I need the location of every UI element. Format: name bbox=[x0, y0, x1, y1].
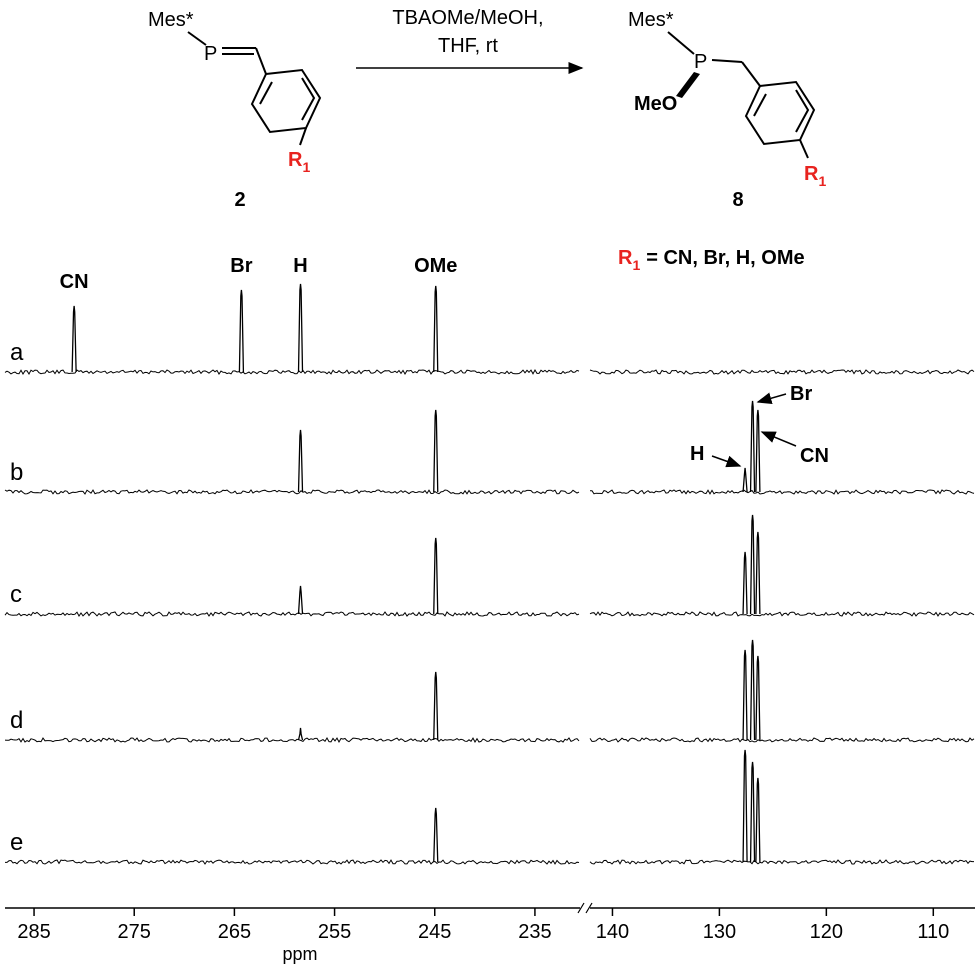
x-tick-label: 120 bbox=[810, 921, 843, 943]
substituent-subscript: 1 bbox=[302, 159, 310, 175]
peak bbox=[755, 409, 761, 493]
baseline-noise bbox=[589, 369, 975, 375]
axis-break bbox=[577, 902, 585, 914]
peak bbox=[755, 777, 761, 863]
substituent-symbol: R bbox=[288, 149, 303, 171]
compound-8: Mes* P MeO R1 8 bbox=[628, 9, 826, 211]
baseline-noise bbox=[589, 859, 974, 865]
peak-label: Br bbox=[230, 255, 252, 277]
peak-label: CN bbox=[60, 271, 89, 293]
annotation-arrow bbox=[756, 392, 787, 405]
baseline-noise bbox=[590, 489, 975, 495]
ring-inner bbox=[753, 93, 767, 117]
condition: THF, rt bbox=[438, 35, 498, 57]
bond bbox=[187, 31, 207, 46]
ring-inner bbox=[259, 81, 273, 105]
baseline-noise bbox=[5, 859, 580, 865]
bond bbox=[667, 31, 695, 55]
bond bbox=[711, 59, 743, 63]
baseline-noise bbox=[589, 737, 975, 743]
baseline-noise bbox=[4, 736, 580, 744]
peak bbox=[297, 429, 304, 493]
ring-inner bbox=[795, 89, 810, 133]
peak bbox=[433, 807, 439, 863]
mes-group: Mes* bbox=[148, 9, 194, 31]
mes-group: Mes* bbox=[628, 9, 674, 31]
bond bbox=[799, 139, 809, 159]
substituent: R1 bbox=[288, 149, 310, 175]
peak bbox=[742, 749, 748, 863]
spectrum-label: a bbox=[10, 339, 24, 366]
peak bbox=[749, 639, 756, 741]
axis-break bbox=[585, 902, 593, 914]
bond bbox=[299, 127, 307, 146]
peak bbox=[297, 283, 304, 373]
condition: TBAOMe/MeOH, bbox=[392, 7, 543, 29]
peak bbox=[433, 409, 439, 493]
peak bbox=[749, 514, 756, 615]
annotation-arrow bbox=[760, 431, 797, 447]
peak bbox=[755, 655, 761, 741]
methoxy: MeO bbox=[634, 93, 677, 115]
wedge-bond bbox=[676, 72, 700, 98]
atom: P bbox=[694, 51, 707, 73]
annotation: Br bbox=[790, 383, 812, 405]
spectrum-label: e bbox=[10, 829, 23, 856]
peak bbox=[755, 531, 761, 615]
ring-inner bbox=[301, 77, 316, 121]
peak bbox=[749, 400, 756, 493]
atom: P bbox=[204, 43, 217, 65]
substituent-symbol: R bbox=[804, 163, 819, 185]
peak bbox=[297, 585, 304, 615]
peak bbox=[433, 285, 439, 373]
annotation-arrow bbox=[711, 455, 742, 468]
peak bbox=[238, 289, 245, 373]
peak bbox=[742, 649, 748, 741]
x-tick-label: 255 bbox=[318, 921, 351, 943]
compound-2: Mes* P R1 2 bbox=[148, 9, 322, 211]
spectrum-label: b bbox=[10, 459, 23, 486]
x-tick-label: 130 bbox=[703, 921, 736, 943]
spectrum-label: d bbox=[10, 707, 23, 734]
bond bbox=[741, 61, 761, 87]
x-tick-label: 245 bbox=[418, 921, 451, 943]
bond bbox=[255, 47, 267, 75]
key-definition: = CN, Br, H, OMe bbox=[646, 247, 804, 269]
x-tick-label: 285 bbox=[17, 921, 50, 943]
baseline-noise bbox=[4, 611, 580, 617]
peak bbox=[433, 537, 439, 615]
reaction: TBAOMe/MeOH, THF, rt bbox=[356, 7, 584, 74]
peak bbox=[297, 727, 304, 741]
key-symbol: R bbox=[618, 247, 633, 269]
peak-label: OMe bbox=[414, 255, 457, 277]
peak bbox=[742, 551, 748, 615]
baseline-noise bbox=[4, 368, 580, 376]
peak bbox=[742, 467, 748, 493]
x-tick-label: 110 bbox=[917, 921, 949, 943]
substituent-subscript: 1 bbox=[818, 173, 826, 189]
compound-number: 8 bbox=[732, 189, 743, 211]
compound-number: 2 bbox=[234, 189, 245, 211]
baseline-noise bbox=[4, 489, 580, 495]
ring bbox=[250, 68, 322, 134]
x-tick-label: 265 bbox=[218, 921, 251, 943]
x-tick-label: 235 bbox=[518, 921, 551, 943]
peak bbox=[433, 671, 439, 741]
substituent-key: R1 = CN, Br, H, OMe bbox=[618, 247, 805, 273]
key-subscript: 1 bbox=[632, 257, 640, 273]
x-tick-label: 275 bbox=[118, 921, 151, 943]
x-axis-label: ppm bbox=[282, 944, 317, 964]
annotation: H bbox=[690, 443, 704, 465]
peak bbox=[749, 761, 756, 863]
baseline-noise bbox=[589, 611, 975, 617]
x-tick-label: 140 bbox=[596, 921, 629, 943]
peak-label: H bbox=[293, 255, 307, 277]
annotation: CN bbox=[800, 445, 829, 467]
spectrum-label: c bbox=[10, 581, 22, 608]
substituent: R1 bbox=[804, 163, 826, 189]
peak bbox=[71, 305, 77, 373]
